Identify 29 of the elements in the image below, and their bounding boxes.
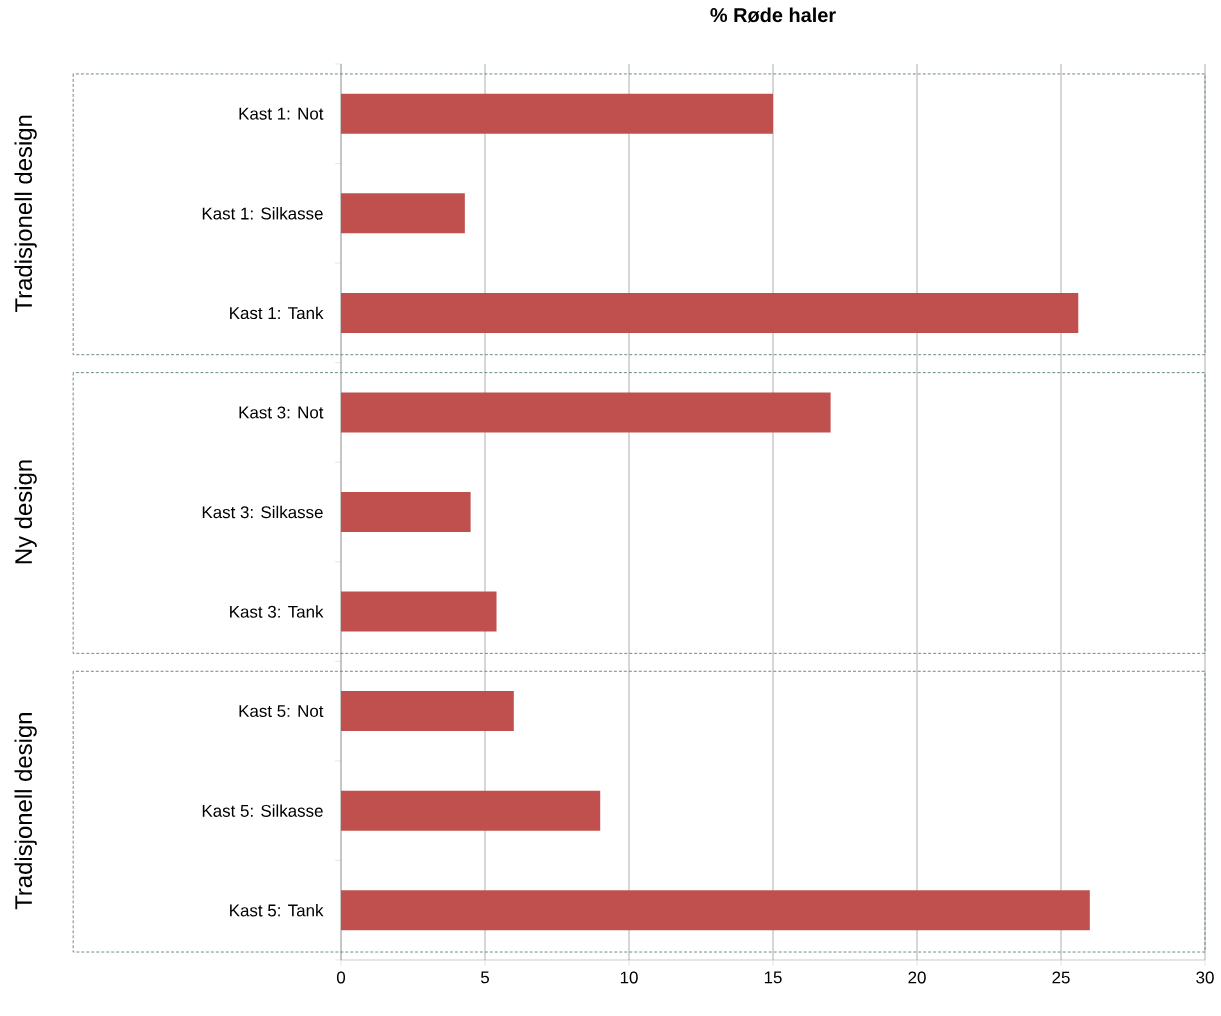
y-tick-label: Kast 5: Tank	[230, 904, 324, 917]
y-tick-label: Kast 3: Not	[239, 406, 324, 419]
text: Tradisjonell design	[14, 115, 37, 313]
x-tick-label: 20	[908, 971, 926, 984]
bar	[341, 591, 497, 632]
bar	[341, 890, 1090, 931]
y-tick-label: Kast 1: Silkasse	[202, 207, 323, 220]
y-tick-label: Kast 1: Tank	[230, 306, 324, 320]
chart-title: % Røde haler	[710, 7, 836, 23]
bar	[341, 93, 774, 134]
y-tick-label: Kast 3: Tank	[230, 605, 324, 618]
x-tick-label: 30	[1196, 971, 1214, 984]
text: Tradisjonell design	[14, 713, 37, 910]
x-tick-label: 25	[1052, 971, 1070, 984]
y-tick-label: Kast 1: Not	[239, 107, 324, 120]
bar	[341, 292, 1079, 333]
y-tick-label: Kast 5: Not	[239, 705, 324, 718]
bar	[341, 691, 514, 732]
bar	[341, 193, 465, 234]
bar	[341, 491, 471, 532]
x-tick-label: 0	[336, 971, 346, 984]
x-tick-label: 15	[764, 971, 782, 984]
bar	[341, 392, 831, 433]
bar	[341, 790, 601, 831]
y-tick-label: Kast 5: Silkasse	[202, 804, 323, 817]
x-tick-label: 10	[620, 971, 638, 984]
text: Ny design	[14, 460, 37, 564]
y-tick-label: Kast 3: Silkasse	[202, 505, 323, 519]
x-tick-label: 5	[480, 971, 489, 984]
